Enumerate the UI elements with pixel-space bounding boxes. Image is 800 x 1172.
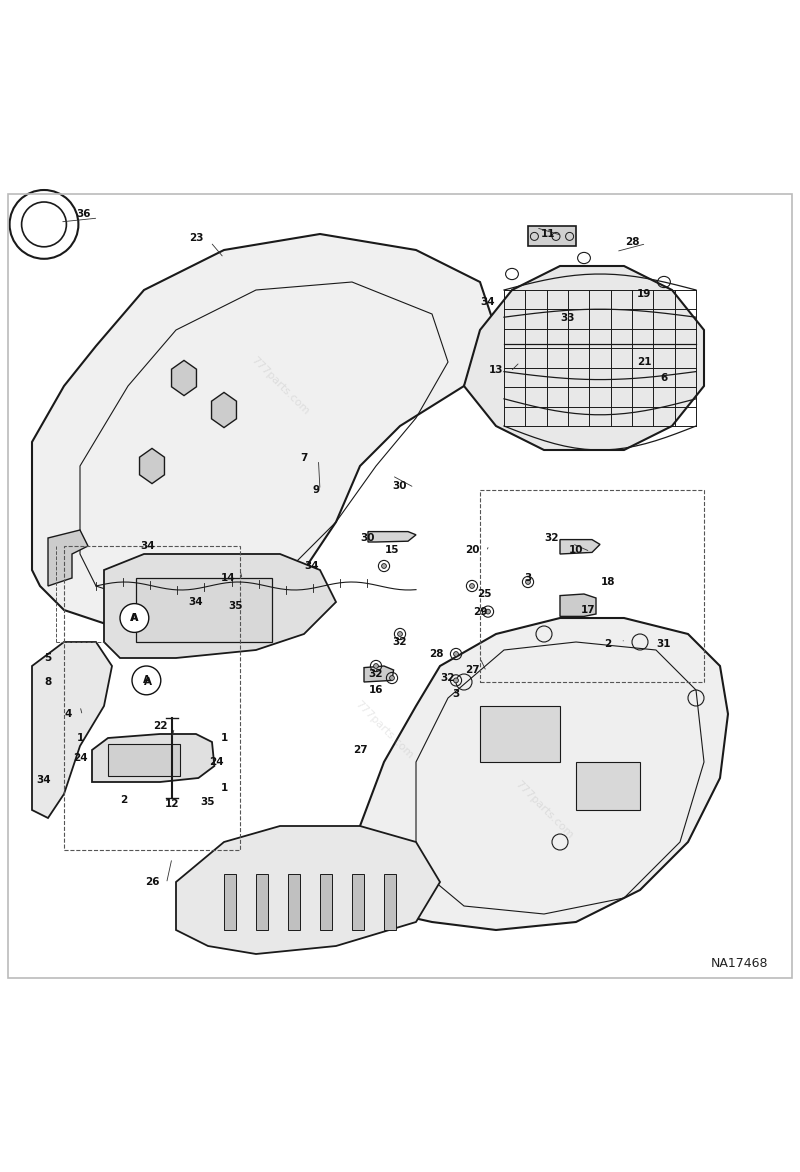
Text: 24: 24 <box>209 757 223 766</box>
Text: 32: 32 <box>441 673 455 683</box>
Text: 7: 7 <box>300 454 308 463</box>
Polygon shape <box>176 826 440 954</box>
Text: 1: 1 <box>76 732 84 743</box>
Text: 20: 20 <box>465 545 479 556</box>
Text: 28: 28 <box>625 237 639 247</box>
Text: A: A <box>142 675 150 686</box>
Bar <box>108 744 180 776</box>
Text: A: A <box>130 613 138 624</box>
Polygon shape <box>211 393 237 428</box>
Text: 30: 30 <box>361 533 375 543</box>
Ellipse shape <box>486 609 490 614</box>
Text: 12: 12 <box>165 798 179 809</box>
Bar <box>256 874 268 931</box>
Text: 35: 35 <box>201 797 215 808</box>
Text: 32: 32 <box>545 533 559 543</box>
Text: 2: 2 <box>604 639 612 648</box>
Text: 10: 10 <box>569 545 583 556</box>
Text: 17: 17 <box>581 605 595 615</box>
Text: 34: 34 <box>141 541 155 551</box>
Text: 23: 23 <box>189 233 203 243</box>
Text: 22: 22 <box>153 721 167 731</box>
Text: 9: 9 <box>313 485 319 495</box>
Bar <box>64 546 240 850</box>
Bar <box>480 706 560 762</box>
Text: 777parts.com: 777parts.com <box>353 700 415 761</box>
Text: 36: 36 <box>77 209 91 219</box>
Circle shape <box>132 666 161 695</box>
Text: 30: 30 <box>393 481 407 491</box>
Text: 27: 27 <box>465 665 479 675</box>
Polygon shape <box>528 226 576 246</box>
Text: 32: 32 <box>369 669 383 679</box>
Text: 26: 26 <box>145 877 159 887</box>
Bar <box>480 490 704 682</box>
Text: 21: 21 <box>637 357 651 367</box>
Polygon shape <box>32 234 496 634</box>
Text: 4: 4 <box>64 709 72 718</box>
Polygon shape <box>560 539 600 554</box>
Text: 27: 27 <box>353 745 367 755</box>
Polygon shape <box>360 618 728 931</box>
Ellipse shape <box>398 632 402 636</box>
Text: 29: 29 <box>473 607 487 616</box>
Circle shape <box>120 604 149 633</box>
Text: 13: 13 <box>489 364 503 375</box>
Text: 35: 35 <box>229 601 243 611</box>
Text: NA17468: NA17468 <box>710 958 768 970</box>
Text: 28: 28 <box>429 649 443 659</box>
Text: 34: 34 <box>481 297 495 307</box>
Text: 2: 2 <box>120 795 128 805</box>
Text: 34: 34 <box>305 561 319 571</box>
Polygon shape <box>464 266 704 450</box>
Text: 16: 16 <box>369 684 383 695</box>
Ellipse shape <box>454 652 458 656</box>
Text: 24: 24 <box>73 752 87 763</box>
Text: 19: 19 <box>637 289 651 299</box>
Polygon shape <box>560 594 596 616</box>
Polygon shape <box>139 449 165 484</box>
Ellipse shape <box>454 677 458 683</box>
Polygon shape <box>104 554 336 657</box>
Bar <box>384 874 396 931</box>
Bar <box>576 762 640 810</box>
Ellipse shape <box>374 663 378 668</box>
Polygon shape <box>32 642 112 818</box>
Text: 5: 5 <box>44 653 52 663</box>
Text: 14: 14 <box>221 573 235 582</box>
Polygon shape <box>171 361 197 396</box>
Text: 32: 32 <box>393 638 407 647</box>
Bar <box>320 874 332 931</box>
Text: 777parts.com: 777parts.com <box>513 779 575 840</box>
Text: 15: 15 <box>385 545 399 556</box>
Text: 25: 25 <box>477 590 491 599</box>
Text: 11: 11 <box>541 229 555 239</box>
Text: 3: 3 <box>452 689 460 699</box>
Polygon shape <box>92 734 214 782</box>
Ellipse shape <box>390 675 394 681</box>
Ellipse shape <box>382 564 386 568</box>
Ellipse shape <box>526 580 530 585</box>
Ellipse shape <box>470 584 474 588</box>
Bar <box>352 874 364 931</box>
Text: A: A <box>130 613 138 624</box>
Polygon shape <box>364 666 394 682</box>
Text: 6: 6 <box>660 373 668 383</box>
Text: 34: 34 <box>37 775 51 784</box>
Polygon shape <box>48 530 88 586</box>
Text: 1: 1 <box>220 783 228 792</box>
Text: 31: 31 <box>657 639 671 648</box>
Text: 777parts.com: 777parts.com <box>249 355 311 417</box>
Bar <box>288 874 300 931</box>
Bar <box>136 578 272 642</box>
Text: 3: 3 <box>524 573 532 582</box>
Bar <box>224 874 236 931</box>
Text: 34: 34 <box>189 597 203 607</box>
Text: 33: 33 <box>561 313 575 323</box>
Text: 8: 8 <box>44 677 52 687</box>
Text: 1: 1 <box>220 732 228 743</box>
Text: 18: 18 <box>601 577 615 587</box>
Text: A: A <box>144 677 152 687</box>
Polygon shape <box>368 532 416 541</box>
